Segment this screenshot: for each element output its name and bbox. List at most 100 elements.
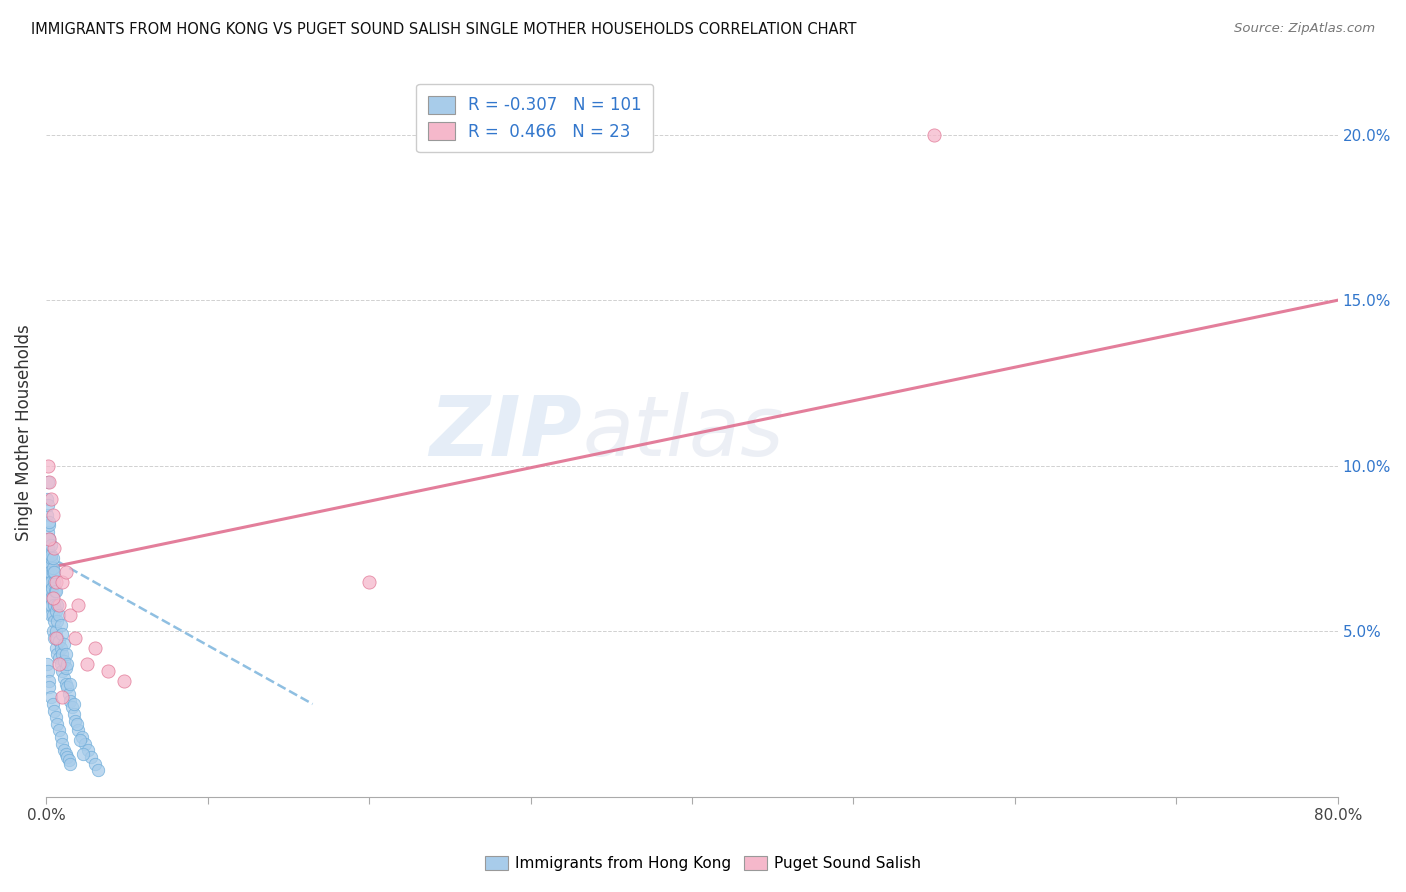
Point (41, 607, 63, 622)
Point (96, 664, 118, 678)
Point (52, 654, 75, 668)
Point (35, 657, 58, 672)
Point (45, 640, 67, 655)
Point (35, 491, 58, 506)
Point (83, 756, 105, 771)
Point (38, 558, 60, 572)
Point (44, 574, 66, 589)
Point (44, 541, 66, 556)
Point (38, 574, 60, 589)
Point (77, 743, 100, 757)
Point (41, 561, 63, 575)
Point (41, 591, 63, 606)
Point (67, 723, 90, 738)
Point (45, 710, 67, 724)
Point (38, 532, 60, 546)
Point (46, 598, 69, 612)
Point (37, 551, 59, 566)
Point (39, 548, 62, 562)
Point (52, 671, 75, 685)
Point (37, 524, 59, 539)
Point (39, 574, 62, 589)
Point (38, 518, 60, 533)
Point (52, 743, 75, 757)
Point (56, 657, 79, 672)
Text: ZIP: ZIP (430, 392, 582, 473)
Point (39, 491, 62, 506)
Point (58, 687, 80, 701)
Point (59, 694, 82, 708)
Point (65, 714, 87, 728)
Point (45, 631, 67, 645)
Point (39, 598, 62, 612)
Point (46, 631, 69, 645)
Legend: R = -0.307   N = 101, R =  0.466   N = 23: R = -0.307 N = 101, R = 0.466 N = 23 (416, 84, 654, 153)
Point (37, 458, 59, 473)
Point (51, 574, 73, 589)
Point (44, 614, 66, 628)
Point (41, 591, 63, 606)
Point (87, 763, 110, 777)
Point (52, 637, 75, 651)
Point (112, 673, 135, 688)
Point (45, 604, 67, 618)
Point (48, 723, 70, 738)
Text: Source: ZipAtlas.com: Source: ZipAtlas.com (1234, 22, 1375, 36)
Point (45, 624, 67, 639)
Point (922, 128, 945, 142)
Point (39, 538, 62, 552)
Point (38, 532, 60, 546)
Point (41, 508, 63, 523)
Point (45, 584, 67, 599)
Point (55, 677, 77, 691)
Point (55, 747, 77, 761)
Point (58, 753, 80, 767)
Point (37, 664, 59, 678)
Point (38, 532, 60, 546)
Point (67, 598, 90, 612)
Point (49, 657, 72, 672)
Text: atlas: atlas (582, 392, 783, 473)
Point (56, 681, 79, 695)
Point (59, 756, 82, 771)
Point (39, 565, 62, 579)
Point (37, 508, 59, 523)
Point (76, 657, 98, 672)
Point (42, 565, 65, 579)
Point (65, 631, 87, 645)
Point (49, 730, 72, 744)
Point (37, 541, 59, 556)
Point (55, 648, 77, 662)
Point (56, 750, 79, 764)
Point (44, 631, 66, 645)
Point (51, 690, 73, 705)
Point (41, 581, 63, 595)
Point (41, 551, 63, 566)
Point (37, 558, 59, 572)
Point (38, 681, 60, 695)
Point (44, 704, 66, 718)
Point (51, 737, 73, 751)
Point (45, 574, 67, 589)
Point (72, 747, 94, 761)
Point (49, 617, 72, 632)
Point (73, 737, 96, 751)
Point (35, 565, 58, 579)
Point (62, 706, 84, 721)
Point (83, 640, 105, 655)
Point (44, 598, 66, 612)
Point (60, 700, 83, 714)
Point (48, 598, 70, 612)
Point (38, 591, 60, 606)
Point (44, 584, 66, 599)
Point (62, 697, 84, 711)
Point (66, 717, 89, 731)
Legend: Immigrants from Hong Kong, Puget Sound Salish: Immigrants from Hong Kong, Puget Sound S… (478, 849, 928, 877)
Point (49, 640, 72, 655)
Point (41, 624, 63, 639)
Point (37, 475, 59, 490)
Point (38, 475, 60, 490)
Point (39, 690, 62, 705)
Point (51, 664, 73, 678)
Point (48, 650, 70, 665)
